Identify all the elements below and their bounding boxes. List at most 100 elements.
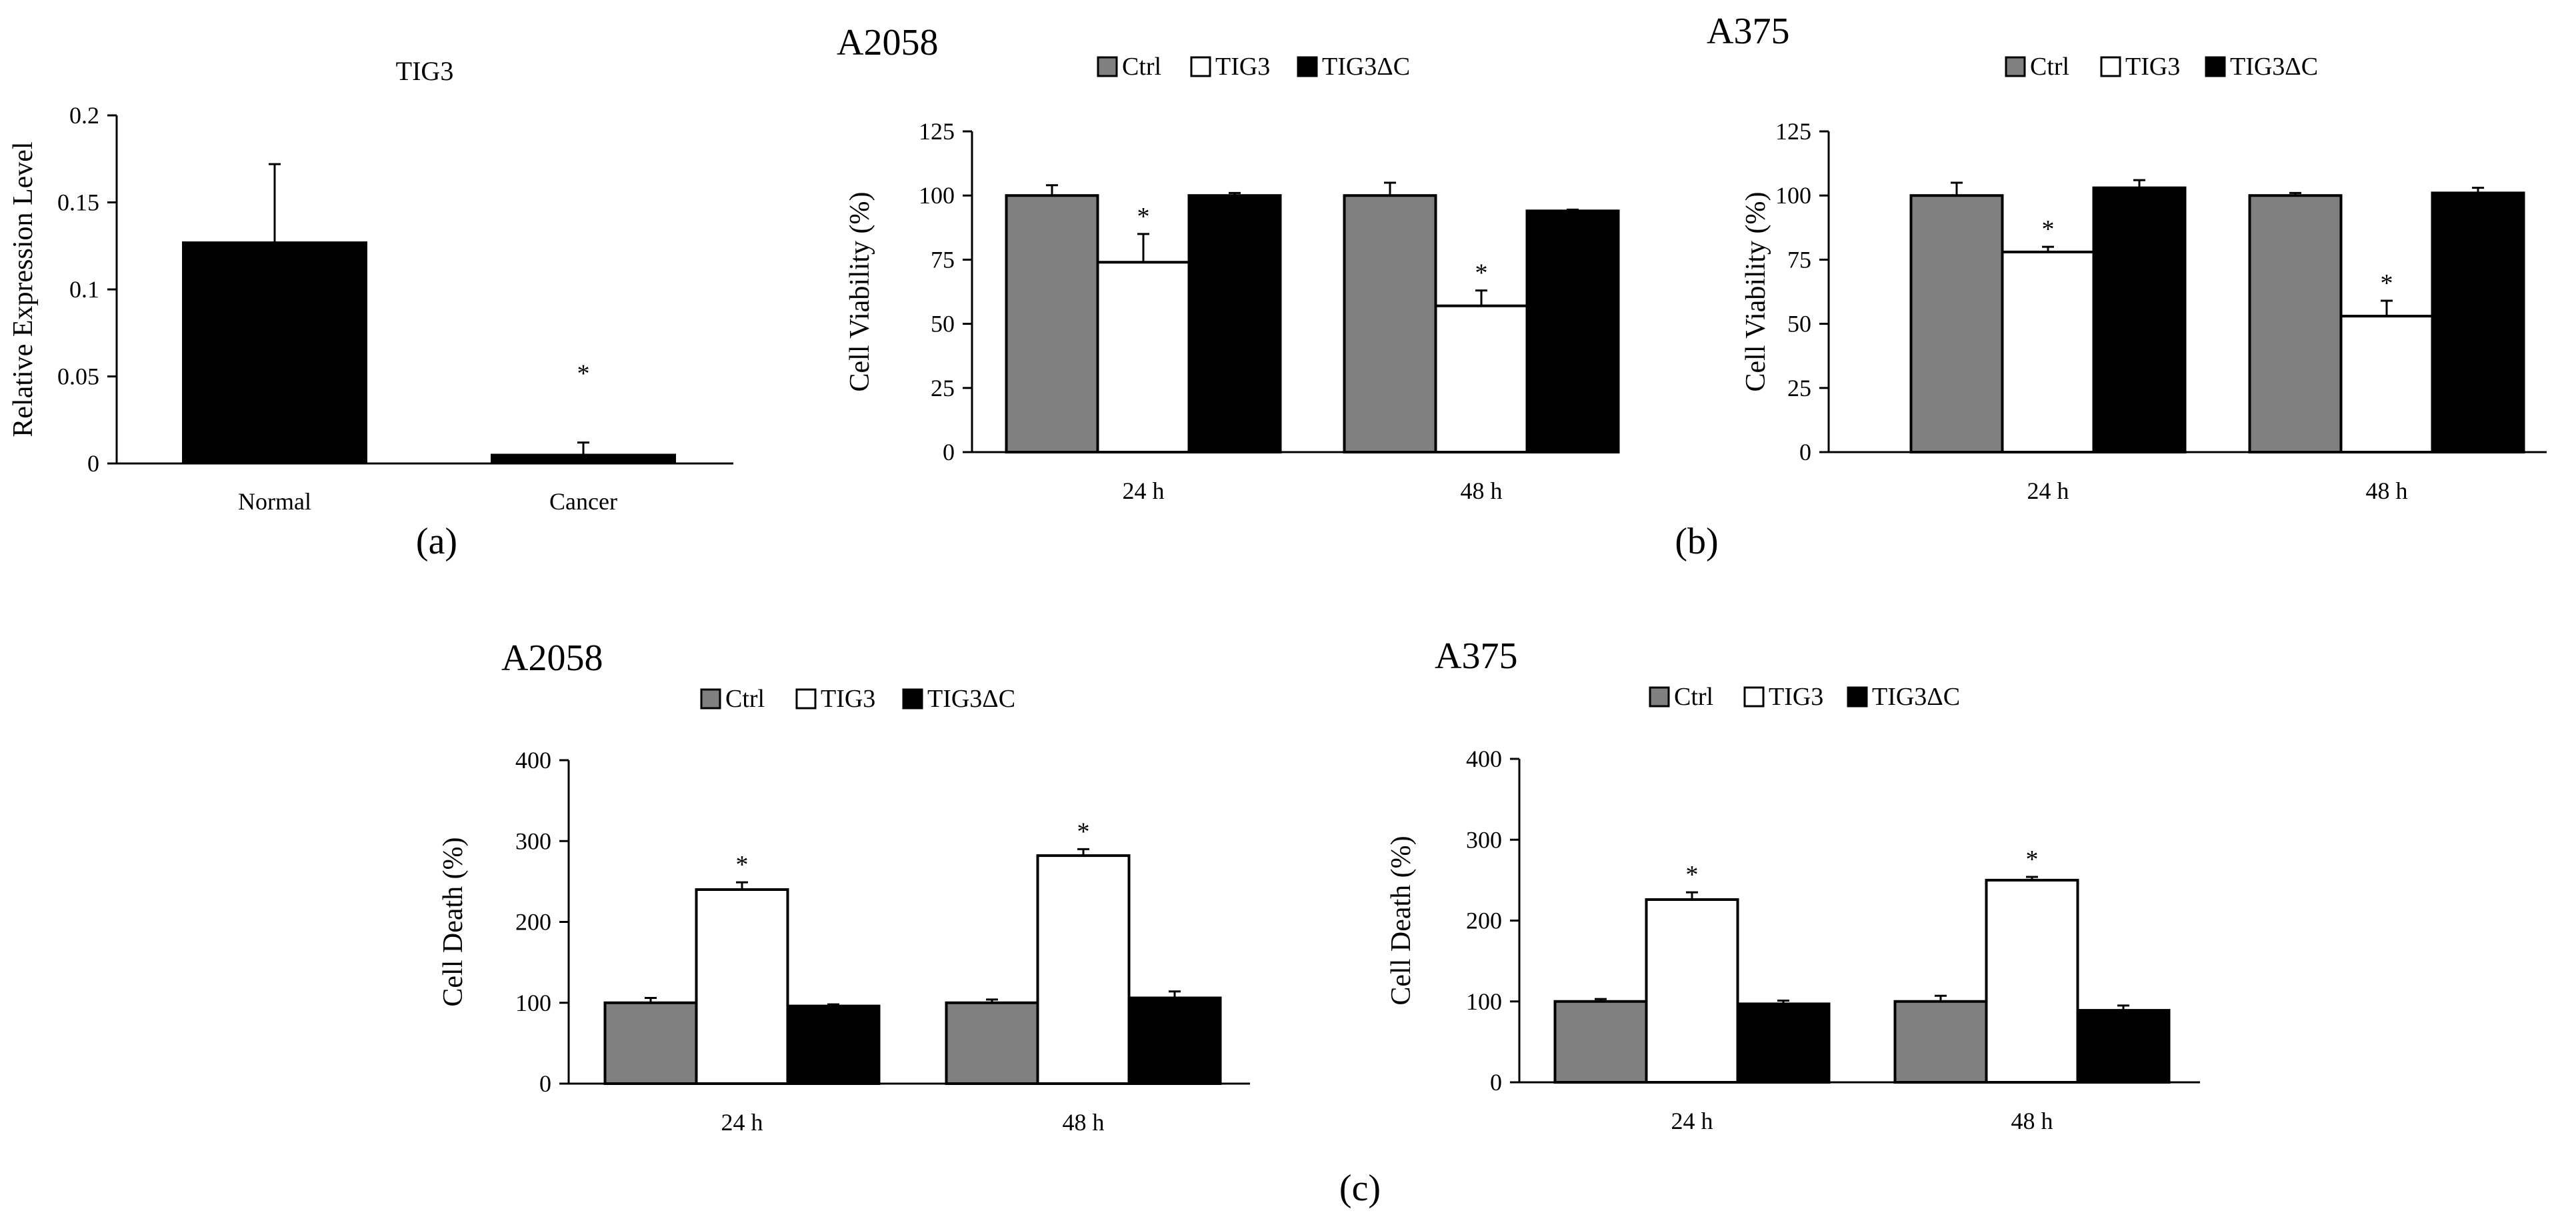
a-x-tick-label: Normal bbox=[238, 488, 311, 515]
b1-y-tick-label: 100 bbox=[919, 182, 955, 209]
b1-legend-label: TIG3ΔC bbox=[1322, 53, 1410, 81]
b2-legend-label: TIG3 bbox=[2125, 53, 2180, 81]
c1-y-tick-label: 300 bbox=[515, 828, 551, 854]
c1-legend-label: Ctrl bbox=[725, 685, 765, 713]
c1-y-tick-label: 0 bbox=[539, 1070, 551, 1097]
c1-legend-swatch bbox=[795, 688, 817, 710]
c2-legend-swatch bbox=[1847, 686, 1868, 708]
b2-y-tick-label: 75 bbox=[1787, 246, 1811, 273]
c2-bar bbox=[1893, 1000, 1988, 1084]
b1-legend-label: Ctrl bbox=[1122, 53, 1161, 81]
b2-y-tick-label: 50 bbox=[1787, 311, 1811, 337]
c1-x-tick-label: 48 h bbox=[1063, 1109, 1105, 1136]
b1-x-tick-label: 48 h bbox=[1461, 477, 1503, 504]
b2-y-axis-label: Cell Viability (%) bbox=[1741, 192, 1771, 392]
b2-panel-label: (b) bbox=[1675, 521, 1718, 562]
a-y-tick-label: 0.1 bbox=[69, 276, 99, 303]
b2-y-tick-label: 100 bbox=[1775, 182, 1811, 209]
b2-significance-marker: * bbox=[2042, 215, 2055, 243]
b1-bar bbox=[1187, 194, 1282, 453]
b2-bar bbox=[2001, 250, 2095, 453]
b2-legend-swatch bbox=[2100, 56, 2121, 77]
c2-significance-marker: * bbox=[1686, 861, 1699, 889]
a-x-tick-label: Cancer bbox=[549, 488, 617, 515]
a-y-tick-label: 0.15 bbox=[57, 189, 99, 216]
b1-significance-marker: * bbox=[1475, 259, 1488, 287]
b2-bar bbox=[2248, 194, 2343, 453]
b1-y-tick-label: 75 bbox=[931, 246, 955, 273]
c2-y-tick-label: 0 bbox=[1490, 1069, 1502, 1096]
a-y-tick-label: 0 bbox=[87, 450, 99, 477]
b1-y-tick-label: 125 bbox=[919, 118, 955, 145]
c2-chart-title: A375 bbox=[1435, 636, 1517, 677]
a-bar bbox=[491, 453, 676, 465]
b1-y-axis-label: Cell Viability (%) bbox=[845, 192, 875, 392]
b1-bar bbox=[1525, 209, 1620, 453]
b2-y-tick-label: 125 bbox=[1775, 118, 1811, 145]
c2-y-axis-label: Cell Death (%) bbox=[1386, 836, 1417, 1005]
b1-bar bbox=[1434, 304, 1529, 453]
c1-y-tick-label: 100 bbox=[515, 990, 551, 1016]
b2-significance-marker: * bbox=[2381, 269, 2393, 297]
b1-legend-swatch bbox=[1297, 56, 1318, 77]
c2-y-tick-label: 400 bbox=[1466, 746, 1502, 772]
b1-legend-label: TIG3 bbox=[1215, 53, 1270, 81]
b1-bar bbox=[1343, 194, 1437, 453]
b2-bar bbox=[2339, 315, 2434, 453]
b1-bar bbox=[1096, 261, 1191, 453]
b1-y-tick-label: 25 bbox=[931, 375, 955, 401]
a-bar bbox=[182, 241, 367, 465]
b1-legend-swatch bbox=[1097, 56, 1118, 77]
c2-y-tick-label: 100 bbox=[1466, 988, 1502, 1015]
a-panel-label: (a) bbox=[416, 521, 457, 562]
b1-y-tick-label: 0 bbox=[943, 439, 955, 465]
c1-legend-label: TIG3ΔC bbox=[927, 685, 1015, 713]
c1-bar bbox=[1127, 996, 1222, 1085]
b2-legend-swatch bbox=[2205, 56, 2226, 77]
c1-y-axis-label: Cell Death (%) bbox=[438, 837, 469, 1006]
b2-y-tick-label: 25 bbox=[1787, 375, 1811, 401]
c2-bar bbox=[1645, 898, 1739, 1084]
b2-x-tick-label: 48 h bbox=[2366, 477, 2408, 504]
c1-bar bbox=[695, 888, 789, 1085]
c1-bar bbox=[786, 1004, 881, 1085]
c1-legend-swatch bbox=[902, 688, 923, 710]
c1-legend-label: TIG3 bbox=[821, 685, 875, 713]
c2-bar bbox=[1553, 1000, 1648, 1084]
c1-bar bbox=[1036, 854, 1131, 1085]
a-significance-marker: * bbox=[577, 360, 590, 388]
b2-legend-label: Ctrl bbox=[2030, 53, 2069, 81]
b1-legend-swatch bbox=[1190, 56, 1211, 77]
c1-y-tick-label: 200 bbox=[515, 909, 551, 936]
c2-y-tick-label: 300 bbox=[1466, 826, 1502, 853]
a-y-axis-label: Relative Expression Level bbox=[8, 141, 39, 437]
c2-legend-label: Ctrl bbox=[1674, 683, 1713, 711]
c2-legend-label: TIG3 bbox=[1769, 683, 1823, 711]
c1-bar bbox=[945, 1001, 1039, 1085]
b2-x-tick-label: 24 h bbox=[2027, 477, 2069, 504]
a-chart-title: TIG3 bbox=[396, 56, 454, 86]
b2-y-tick-label: 0 bbox=[1799, 439, 1811, 465]
c2-bar bbox=[2076, 1009, 2171, 1084]
c1-x-tick-label: 24 h bbox=[721, 1109, 763, 1136]
b1-bar bbox=[1005, 194, 1099, 453]
b1-significance-marker: * bbox=[1137, 203, 1150, 231]
panel-c-label: (c) bbox=[1339, 1168, 1381, 1209]
c1-y-tick-label: 400 bbox=[515, 747, 551, 774]
c2-legend-label: TIG3ΔC bbox=[1872, 683, 1960, 711]
b2-chart-title: A375 bbox=[1707, 11, 1789, 52]
c1-bar bbox=[603, 1001, 698, 1085]
c1-legend-swatch bbox=[700, 688, 721, 710]
b1-x-tick-label: 24 h bbox=[1123, 477, 1165, 504]
c2-x-tick-label: 24 h bbox=[1671, 1108, 1713, 1134]
c2-bar bbox=[1736, 1002, 1831, 1084]
b2-bar bbox=[2092, 186, 2187, 453]
b1-chart-title: A2058 bbox=[837, 22, 938, 63]
b2-legend-swatch bbox=[2005, 56, 2026, 77]
c2-significance-marker: * bbox=[2026, 846, 2039, 874]
c1-significance-marker: * bbox=[1077, 818, 1090, 846]
b2-bar bbox=[2431, 191, 2525, 453]
b1-y-tick-label: 50 bbox=[931, 311, 955, 337]
c1-chart-title: A2058 bbox=[501, 638, 603, 679]
